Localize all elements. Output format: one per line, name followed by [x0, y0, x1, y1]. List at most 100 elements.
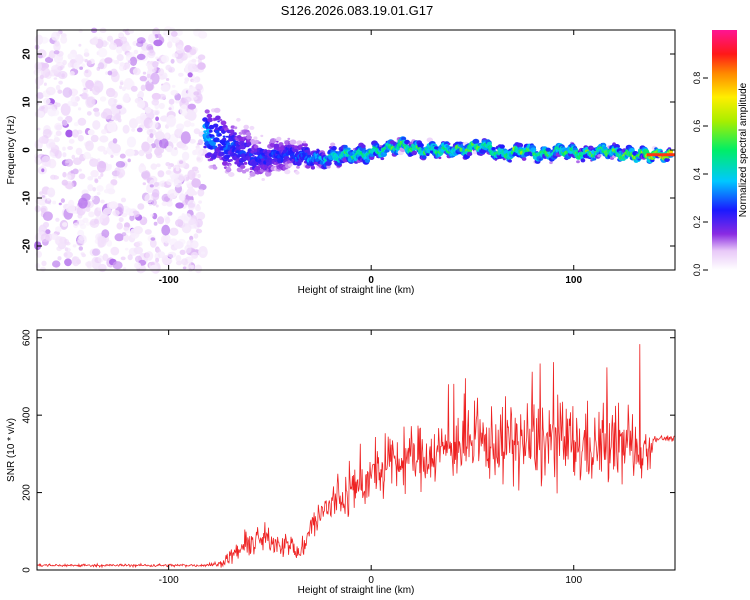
heatmap-cell [155, 56, 159, 60]
heatmap-cell [208, 137, 212, 140]
heatmap-cell [291, 139, 297, 144]
heatmap-cell [222, 131, 225, 134]
heatmap-cell [78, 246, 84, 251]
heatmap-cell [58, 80, 63, 85]
heatmap-cell [602, 146, 608, 150]
heatmap-cell [153, 182, 159, 187]
heatmap-cell [190, 264, 195, 270]
heatmap-cell [102, 108, 113, 120]
y-tick-label: 400 [22, 406, 33, 423]
x-tick-label: 100 [565, 575, 582, 586]
heatmap-cell [193, 91, 200, 96]
y-tick-label: 200 [22, 484, 33, 501]
heatmap-cell [532, 150, 536, 153]
heatmap-cell [71, 256, 80, 267]
heatmap-cell [249, 125, 255, 130]
heatmap-cell [41, 260, 47, 267]
heatmap-cell [151, 99, 160, 106]
heatmap-cell [194, 264, 202, 274]
heatmap-cell [207, 117, 214, 123]
heatmap-cell [545, 147, 551, 152]
heatmap-cell [664, 157, 670, 162]
heatmap-cell [171, 84, 176, 88]
heatmap-cell [369, 156, 375, 160]
heatmap-cell [491, 147, 496, 151]
heatmap-cell [276, 140, 279, 143]
heatmap-cell [77, 235, 87, 244]
heatmap-cell [209, 141, 216, 146]
heatmap-cell [137, 203, 145, 210]
heatmap-cell [74, 54, 84, 65]
heatmap-cell [425, 153, 430, 157]
heatmap-cell [134, 97, 143, 104]
heatmap-cell [173, 241, 184, 249]
heatmap-cell [110, 68, 118, 78]
heatmap-cell [208, 129, 213, 133]
heatmap-cell [33, 68, 44, 76]
heatmap-cell [235, 150, 240, 154]
heatmap-cell [187, 199, 196, 211]
heatmap-cell [118, 64, 126, 72]
heatmap-cell [260, 134, 264, 138]
heatmap-cell [124, 247, 129, 251]
heatmap-cell [67, 146, 73, 150]
heatmap-cell [486, 141, 492, 146]
heatmap-cell [136, 53, 146, 61]
heatmap-cell [71, 154, 76, 160]
x-tick-label: -100 [159, 275, 179, 286]
heatmap-cell [79, 94, 83, 97]
heatmap-cell [184, 77, 190, 82]
heatmap-cell [161, 55, 170, 63]
heatmap-cell [96, 192, 101, 196]
heatmap-cell [287, 137, 291, 140]
heatmap-cell [153, 39, 163, 47]
heatmap-cell [170, 31, 178, 37]
heatmap-cell [91, 85, 101, 96]
heatmap-cell [193, 96, 198, 101]
heatmap-cell [66, 203, 76, 214]
heatmap-cell [119, 81, 124, 86]
heatmap-cell [107, 70, 113, 76]
heatmap-cell [60, 65, 64, 69]
heatmap-cell [194, 147, 204, 156]
heatmap-cell [60, 198, 65, 203]
heatmap-cell [268, 169, 271, 172]
heatmap-cell [94, 110, 100, 117]
heatmap-cell [184, 244, 192, 254]
heatmap-cell [142, 182, 146, 186]
heatmap-cell [145, 251, 154, 261]
colorbar-tick-label: 0.4 [692, 168, 702, 181]
heatmap-cell [129, 212, 134, 217]
heatmap-cell [226, 142, 231, 145]
heatmap-cell [614, 144, 620, 149]
heatmap-cell [60, 103, 71, 116]
heatmap-cell [62, 87, 73, 98]
y-tick-label: -10 [22, 190, 33, 205]
heatmap-cell [113, 114, 121, 121]
heatmap-cell [167, 211, 173, 216]
heatmap-cell [108, 201, 119, 210]
heatmap-cell [269, 142, 276, 148]
heatmap-cell [157, 170, 165, 178]
heatmap-cell [330, 142, 336, 147]
heatmap-cell [187, 103, 196, 110]
heatmap-cell [55, 102, 61, 108]
heatmap-cell [71, 129, 79, 138]
heatmap-cell [61, 119, 68, 126]
heatmap-cell [118, 32, 124, 38]
heatmap-cell [65, 129, 73, 138]
heatmap-cell [52, 200, 57, 205]
heatmap-cell [195, 83, 203, 91]
colorbar-tick-label: 0.2 [692, 216, 702, 229]
heatmap-cell [37, 98, 41, 102]
heatmap-cell [198, 31, 208, 39]
heatmap-cell [35, 263, 41, 269]
heatmap-cell [48, 69, 58, 77]
heatmap-cell [401, 136, 407, 141]
heatmap-cell [175, 166, 180, 172]
heatmap-cell [86, 96, 96, 107]
heatmap-cell [39, 36, 49, 44]
heatmap-cell [197, 139, 203, 146]
heatmap-cell [73, 62, 80, 70]
